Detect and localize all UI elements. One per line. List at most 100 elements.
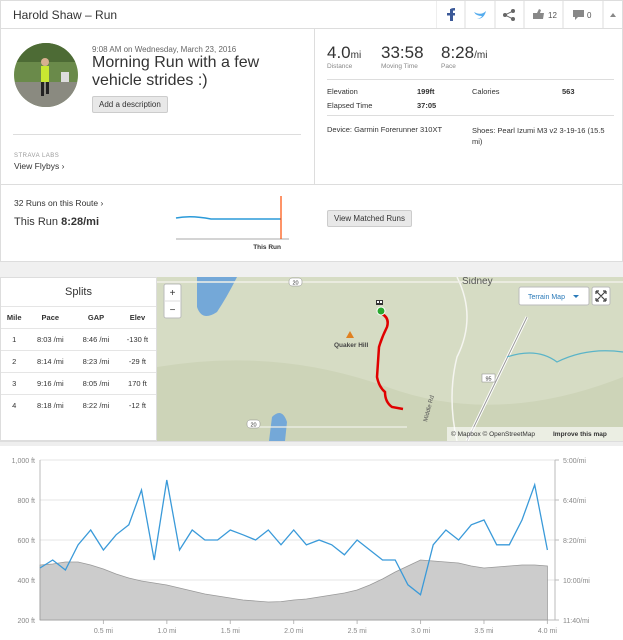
stat: 4.0mi Distance [327,43,361,70]
divider [314,29,315,185]
view-flybys-text[interactable]: View Flybys [14,161,60,171]
activity-name: Morning Run with a few vehicle strides :… [92,54,260,89]
elevation-chart: 200 ft 400 ft 600 ft 800 ft 1,000 ft 11:40/mi… [12,458,591,635]
stat: 8:28/mi Pace [441,43,487,70]
activity-panel: 9:08 AM on Wednesday, March 23, 2016 Mor… [0,28,623,185]
y-tick-label: 1,000 ft [12,458,35,465]
stat-label: Distance [327,63,353,70]
splits-cell: 9:16 /mi [27,372,74,395]
detail-value: 563 [562,87,575,96]
y2-tick-label: 8:20/mi [563,538,586,545]
splits-cell: 8:23 /mi [73,350,119,373]
view-flybys-link[interactable]: View Flybys › [14,161,65,171]
detail-label: Elevation [327,87,358,96]
stat-value: 4.0mi [327,43,361,63]
splits-cell: -130 ft [118,328,156,351]
elevation-area [39,559,548,621]
route-runs[interactable]: 32 Runs on this Route [14,198,99,208]
y-tick-label: 400 ft [17,578,35,585]
map-attribution: © Mapbox © OpenStreetMap [451,430,535,438]
map-type-select[interactable]: Terrain Map [528,294,565,301]
this-run-pace: 8:28/mi [61,216,100,228]
y2-tick-label: 10:00/mi [563,578,590,585]
header-actions[interactable]: 12 0 [436,1,623,29]
road-shield: 20 [292,281,298,287]
splits-header: Mile [1,306,28,329]
road-shield: 95 [485,377,491,383]
map[interactable]: 20 95 20 Sidney Quaker Hill Middle Rd + … [157,277,623,441]
this-run: This Run 8:28/mi [14,216,99,228]
zoom-in[interactable]: + [170,288,176,299]
pace-line [39,479,549,596]
splits-cell: 8:46 /mi [73,328,119,351]
splits-cell: 8:18 /mi [27,394,74,416]
stat-number: 8:28 [441,43,475,62]
splits-cell: 4 [1,394,28,416]
route-sparkline: This Run [175,196,289,251]
stat: 33:58 Moving Time [381,43,424,70]
splits-cell: 170 ft [118,372,156,395]
splits-header: GAP [73,306,119,329]
x-tick-label: 2.5 mi [348,628,368,635]
detail-label: Calories [472,87,500,96]
header: Harold Shaw – Run 12 0 [0,0,623,29]
route-link[interactable]: 32 Runs on this Route › [14,198,104,208]
detail-value: 199ft [417,87,435,96]
stat-number: 33:58 [381,43,424,62]
improve-map-link[interactable]: Improve this map [553,431,607,438]
stat-value: 8:28/mi [441,43,487,63]
add-description-button[interactable]: Add a description [92,96,168,113]
divider [13,134,301,135]
y-tick-label: 800 ft [17,498,35,505]
splits-cell: -29 ft [118,350,156,373]
y2-tick-label: 5:00/mi [563,458,586,465]
labs-label: STRAVA LABS [14,153,60,159]
splits-panel: Splits Mile Pace GAP Elev 1 8:03 /mi 8:46 /mi -… [0,277,157,441]
x-tick-label: 4.0 mi [538,628,558,635]
device: Device: Garmin Forerunner 310XT [327,125,443,134]
zoom-out[interactable]: − [170,305,176,316]
x-tick-label: 1.5 mi [221,628,241,635]
splits-row: 4 8:18 /mi 8:22 /mi -12 ft [1,394,156,416]
x-tick-label: 3.0 mi [411,628,431,635]
stat-unit: /mi [474,50,488,61]
x-tick-label: 1.0 mi [157,628,177,635]
sparkline-marker-label: This Run [253,244,281,251]
y-tick-label: 200 ft [17,618,35,625]
stat-label: Pace [441,63,456,70]
y2-tick-label: 11:40/mi [563,618,590,625]
splits-cell: 8:05 /mi [73,372,119,395]
y-tick-label: 600 ft [17,538,35,545]
splits-table-wrap: Mile Pace GAP Elev 1 8:03 /mi 8:46 /mi -130 ft 2… [1,306,156,416]
splits-title: Splits [65,286,92,298]
stat-value: 33:58 [381,43,424,63]
splits-row: 1 8:03 /mi 8:46 /mi -130 ft [1,328,156,351]
stat-number: 4.0 [327,43,351,62]
divider [327,115,614,116]
comment-count: 0 [587,11,592,20]
route-panel: 32 Runs on this Route › This Run 8:28/mi… [0,184,623,262]
detail-label: Elapsed Time [327,101,373,110]
y2-tick-label: 6:40/mi [563,498,586,505]
detail-value: 37:05 [417,101,437,110]
splits-cell: 8:03 /mi [27,328,74,351]
divider [327,79,614,80]
splits-cell: 8:14 /mi [27,350,74,373]
x-tick-label: 0.5 mi [94,628,114,635]
view-matched-runs-button[interactable]: View Matched Runs [327,210,412,227]
splits-cell: 2 [1,350,28,373]
splits-header-row: Mile Pace GAP Elev [1,306,156,329]
stat-label: Moving Time [381,63,418,70]
resize-handle[interactable] [0,441,623,446]
this-run-label: This Run [14,216,59,228]
splits-cell: 3 [1,372,28,395]
splits-header: Pace [27,306,74,329]
place-label: Quaker Hill [334,342,369,349]
x-tick-label: 2.0 mi [284,628,304,635]
stat-unit: mi [350,50,362,61]
splits-cell: -12 ft [118,394,156,416]
splits-table: Mile Pace GAP Elev 1 8:03 /mi 8:46 /mi -130 ft 2… [1,306,156,416]
map-canvas[interactable]: 20 95 20 Sidney Quaker Hill Middle Rd + … [157,277,623,441]
splits-header: Elev [118,306,156,329]
